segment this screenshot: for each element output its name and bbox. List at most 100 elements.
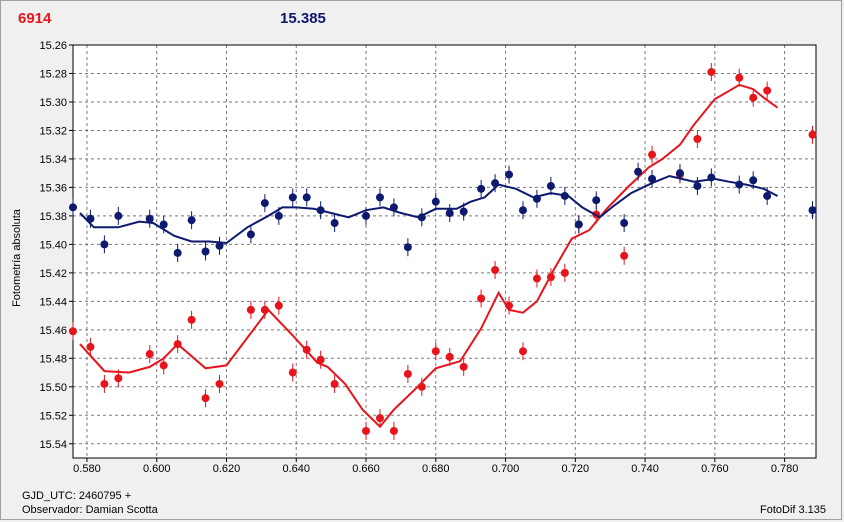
red-data-point [417, 382, 426, 391]
red-data-point [375, 414, 384, 423]
red-data-point [749, 93, 758, 102]
y-tick-label: 15.48 [39, 353, 67, 365]
y-tick-label: 15.42 [39, 268, 67, 280]
blue-data-point [274, 211, 283, 220]
red-data-point [201, 394, 210, 403]
blue-data-point [246, 230, 255, 239]
red-data-point [260, 305, 269, 314]
red-data-point [100, 379, 109, 388]
y-tick-label: 15.30 [39, 97, 67, 109]
red-data-point [735, 73, 744, 82]
blue-data-point [532, 194, 541, 203]
blue-data-point [546, 181, 555, 190]
blue-data-point [445, 209, 454, 218]
blue-data-point [159, 220, 168, 229]
blue-data-point [735, 180, 744, 189]
y-tick-label: 15.28 [39, 68, 67, 80]
blue-data-point [620, 219, 629, 228]
red-data-point [403, 369, 412, 378]
blue-data-point [375, 193, 384, 202]
blue-data-point [201, 247, 210, 256]
blue-data-point [634, 167, 643, 176]
red-data-point [173, 340, 182, 349]
x-tick-label: 0.620 [213, 463, 241, 475]
blue-data-point [675, 169, 684, 178]
y-tick-label: 15.26 [39, 40, 67, 52]
red-data-point [445, 352, 454, 361]
plot-area [73, 45, 816, 458]
photometry-chart: 0.580 0.600 0.620 0.640 0.660 0.680 0.700 0.720… [39, 40, 817, 475]
red-data-point [808, 130, 817, 139]
blue-data-point [459, 207, 468, 216]
y-tick-label: 15.32 [39, 125, 67, 137]
blue-data-point [477, 184, 486, 193]
y-tick-label: 15.40 [39, 239, 67, 251]
red-data-point [362, 426, 371, 435]
blue-data-point [260, 199, 269, 208]
blue-data-point [403, 243, 412, 252]
x-tick-label: 0.580 [73, 463, 101, 475]
red-data-point [389, 426, 398, 435]
footer-version: FotoDif 3.135 [760, 504, 827, 516]
red-data-point [707, 68, 716, 77]
red-data-point [187, 315, 196, 324]
red-data-point [159, 361, 168, 370]
blue-data-point [518, 206, 527, 215]
blue-data-point [330, 219, 339, 228]
x-tick-label: 0.640 [282, 463, 310, 475]
blue-data-point [316, 206, 325, 215]
x-tick-label: 0.740 [631, 463, 659, 475]
blue-data-point [389, 203, 398, 212]
x-tick-label: 0.600 [143, 463, 171, 475]
blue-data-point [431, 197, 440, 206]
red-data-point [505, 301, 514, 310]
red-trend-line [79, 83, 779, 429]
y-tick-label: 15.52 [39, 410, 67, 422]
red-data-point [620, 251, 629, 260]
red-data-point [246, 305, 255, 314]
red-data-point [546, 273, 555, 282]
red-data-point [316, 355, 325, 364]
red-data-point [532, 274, 541, 283]
blue-data-point [100, 240, 109, 249]
header-right-value: 15.385 [280, 10, 326, 27]
header-left-value: 6914 [18, 10, 52, 27]
red-data-point [302, 345, 311, 354]
red-data-point [459, 362, 468, 371]
red-data-point [86, 342, 95, 351]
x-tick-label: 0.680 [422, 463, 450, 475]
y-tick-label: 15.54 [39, 439, 67, 451]
x-tick-label: 0.780 [771, 463, 799, 475]
red-data-point [763, 86, 772, 95]
blue-data-point [505, 170, 514, 179]
blue-data-point [648, 174, 657, 183]
blue-data-point [86, 214, 95, 223]
x-tick-label: 0.700 [492, 463, 520, 475]
red-data-point [69, 327, 77, 336]
red-data-point [288, 368, 297, 377]
red-data-point [145, 350, 154, 359]
red-data-point [518, 347, 527, 356]
footer-gjd: GJD_UTC: 2460795 + [22, 490, 132, 502]
blue-data-point [187, 216, 196, 225]
x-tick-label: 0.760 [701, 463, 729, 475]
red-data-point [693, 134, 702, 143]
blue-data-point [749, 176, 758, 185]
blue-data-point [808, 206, 817, 215]
red-data-point [330, 379, 339, 388]
blue-data-point [173, 248, 182, 257]
blue-data-point [302, 193, 311, 202]
red-data-point [114, 374, 123, 383]
plot-border [72, 44, 817, 459]
x-tick-label: 0.720 [562, 463, 590, 475]
y-tick-label: 15.38 [39, 211, 67, 223]
blue-data-point [362, 211, 371, 220]
blue-data-point [560, 191, 569, 200]
blue-data-point [114, 211, 123, 220]
y-tick-label: 15.36 [39, 182, 67, 194]
y-tick-label: 15.46 [39, 325, 67, 337]
blue-data-point [707, 173, 716, 182]
blue-data-point [491, 179, 500, 188]
red-data-point [560, 268, 569, 277]
